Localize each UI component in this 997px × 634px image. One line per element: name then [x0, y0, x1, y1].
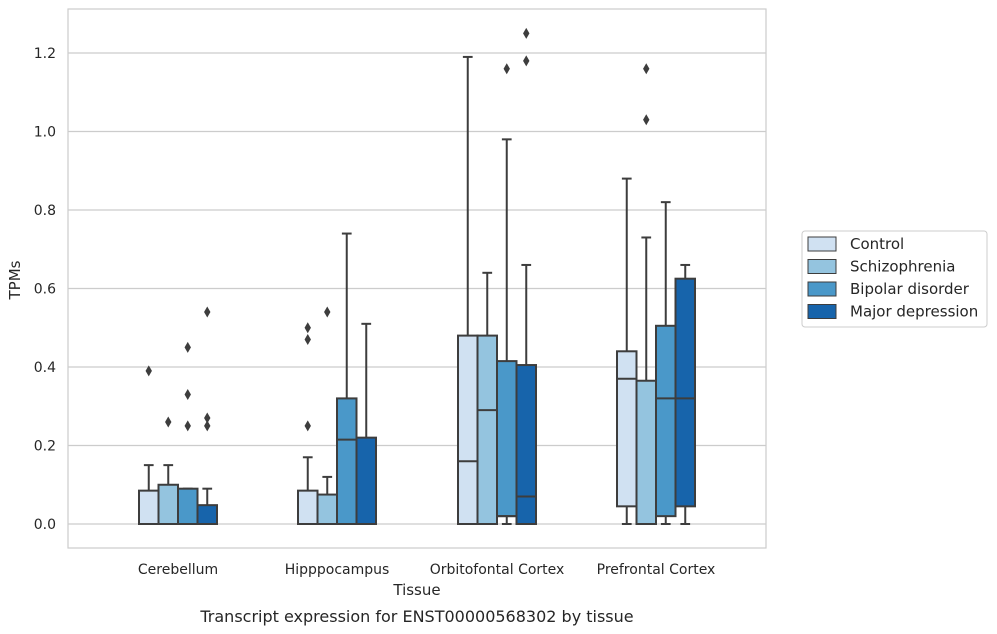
box-body	[138, 489, 160, 526]
legend-label: Major depression	[850, 303, 978, 321]
y-tick-label: 0.2	[34, 439, 56, 455]
outlier-point	[184, 341, 191, 353]
box-body	[157, 483, 179, 525]
box-major-depression	[196, 306, 218, 526]
legend-label: Control	[850, 235, 904, 253]
legend-label: Schizophrenia	[850, 258, 955, 276]
outlier-point	[523, 55, 530, 67]
box-control	[138, 365, 160, 526]
legend-swatch	[807, 304, 837, 319]
box-bipolar-disorder	[655, 201, 677, 525]
legend-swatch	[807, 236, 837, 252]
outlier-point	[304, 334, 311, 346]
box-body	[655, 324, 677, 518]
box-major-depression	[515, 27, 537, 525]
outlier-point	[145, 365, 152, 377]
box-body	[316, 493, 338, 525]
y-tick-label: 0.0	[34, 517, 56, 533]
legend-frame	[801, 230, 988, 328]
chart-caption: Transcript expression for ENST0000056830…	[199, 607, 633, 626]
box-body	[336, 397, 358, 525]
x-tick-label: Orbitofontal Cortex	[430, 562, 565, 578]
legend: Control Schizophrenia Bipolar disorder Majo…	[801, 230, 988, 328]
box-bipolar-disorder	[336, 232, 358, 525]
box-body	[616, 350, 638, 508]
box-major-depression	[355, 322, 377, 525]
outlier-point	[503, 63, 510, 75]
outlier-point	[304, 420, 311, 432]
box-major-depression	[674, 263, 696, 525]
outlier-point	[324, 306, 331, 318]
box-body	[515, 364, 537, 525]
outlier-point	[643, 114, 650, 126]
legend-items: Control Schizophrenia Bipolar disorder Majo…	[807, 235, 978, 321]
plot-area-frame	[67, 8, 767, 549]
box-control	[616, 177, 638, 525]
legend-label: Bipolar disorder	[850, 280, 970, 298]
x-tick-label: Prefrontal Cortex	[597, 562, 716, 578]
y-axis-label: TPMs	[6, 260, 24, 300]
box-schizophrenia	[316, 306, 338, 525]
y-tick-label: 0.8	[34, 203, 56, 219]
x-axis-label: Tissue	[392, 581, 440, 599]
y-tick-label: 1.2	[34, 46, 56, 62]
outlier-point	[643, 63, 650, 75]
y-tick-label: 0.4	[34, 360, 56, 376]
legend-swatch	[807, 281, 837, 297]
boxes	[138, 27, 696, 526]
outlier-point	[184, 388, 191, 400]
y-tick-label: 0.6	[34, 282, 56, 298]
box-bipolar-disorder	[496, 63, 518, 525]
box-control	[457, 55, 479, 525]
x-axis-ticks: Cerebellum Hipppocampus Orbitofontal Corte…	[138, 562, 715, 578]
box-body	[476, 334, 498, 525]
box-body	[196, 504, 218, 526]
y-tick-label: 1.0	[34, 125, 56, 141]
box-body	[635, 379, 657, 525]
y-axis-ticks: 0.0 0.2 0.4 0.6 0.8 1.0 1.2	[34, 46, 56, 533]
box-bipolar-disorder	[177, 341, 199, 525]
outlier-point	[184, 420, 191, 432]
outlier-point	[204, 420, 211, 432]
box-schizophrenia	[476, 271, 498, 525]
box-body	[177, 487, 199, 525]
x-tick-label: Cerebellum	[138, 562, 218, 578]
outlier-point	[304, 322, 311, 334]
legend-swatch	[807, 259, 837, 274]
outlier-point	[204, 306, 211, 318]
box-body	[457, 334, 479, 525]
outlier-point	[523, 27, 530, 39]
box-body	[674, 277, 696, 508]
outlier-point	[165, 416, 172, 428]
box-body	[297, 489, 319, 526]
outlier-point	[204, 412, 211, 424]
box-schizophrenia	[157, 416, 179, 525]
gridlines	[68, 52, 766, 525]
x-tick-label: Hipppocampus	[285, 562, 390, 578]
box-body	[355, 436, 377, 525]
box-body	[496, 360, 518, 518]
box-schizophrenia	[635, 63, 657, 525]
box-control	[297, 322, 319, 526]
